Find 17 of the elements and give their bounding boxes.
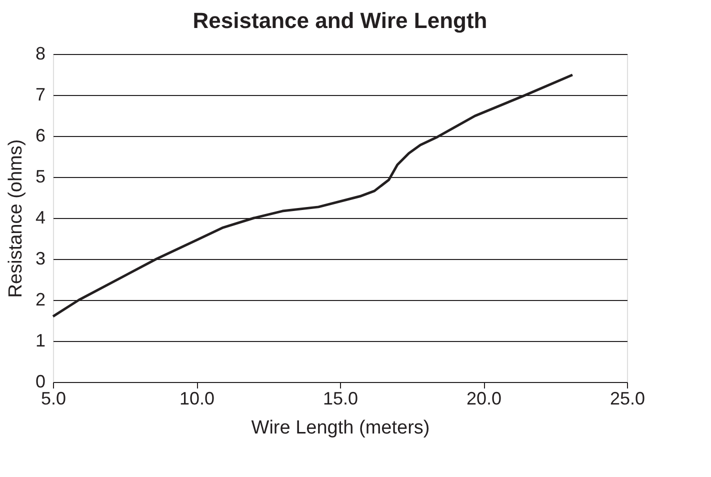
y-tick-label: 0 (35, 372, 46, 392)
y-tick-label: 4 (35, 208, 46, 228)
y-tick-label: 2 (35, 290, 46, 310)
chart-title: Resistance and Wire Length (192, 8, 488, 33)
x-tick-label: 20.0 (466, 388, 502, 408)
x-tick-label: 5.0 (40, 388, 66, 408)
x-tick-label: 25.0 (610, 388, 646, 408)
y-tick-label: 1 (35, 330, 46, 350)
x-axis-title: Wire Length (meters) (251, 418, 430, 438)
y-axis-title: Resistance (ohms) (5, 139, 26, 298)
y-tick-label: 8 (35, 44, 46, 64)
y-tick-label: 7 (35, 84, 46, 104)
y-tick-label: 5 (35, 166, 46, 186)
x-tick-label: 15.0 (322, 388, 358, 408)
y-tick-label: 6 (35, 126, 46, 146)
x-tick-label: 10.0 (179, 388, 215, 408)
y-tick-label: 3 (35, 248, 46, 268)
